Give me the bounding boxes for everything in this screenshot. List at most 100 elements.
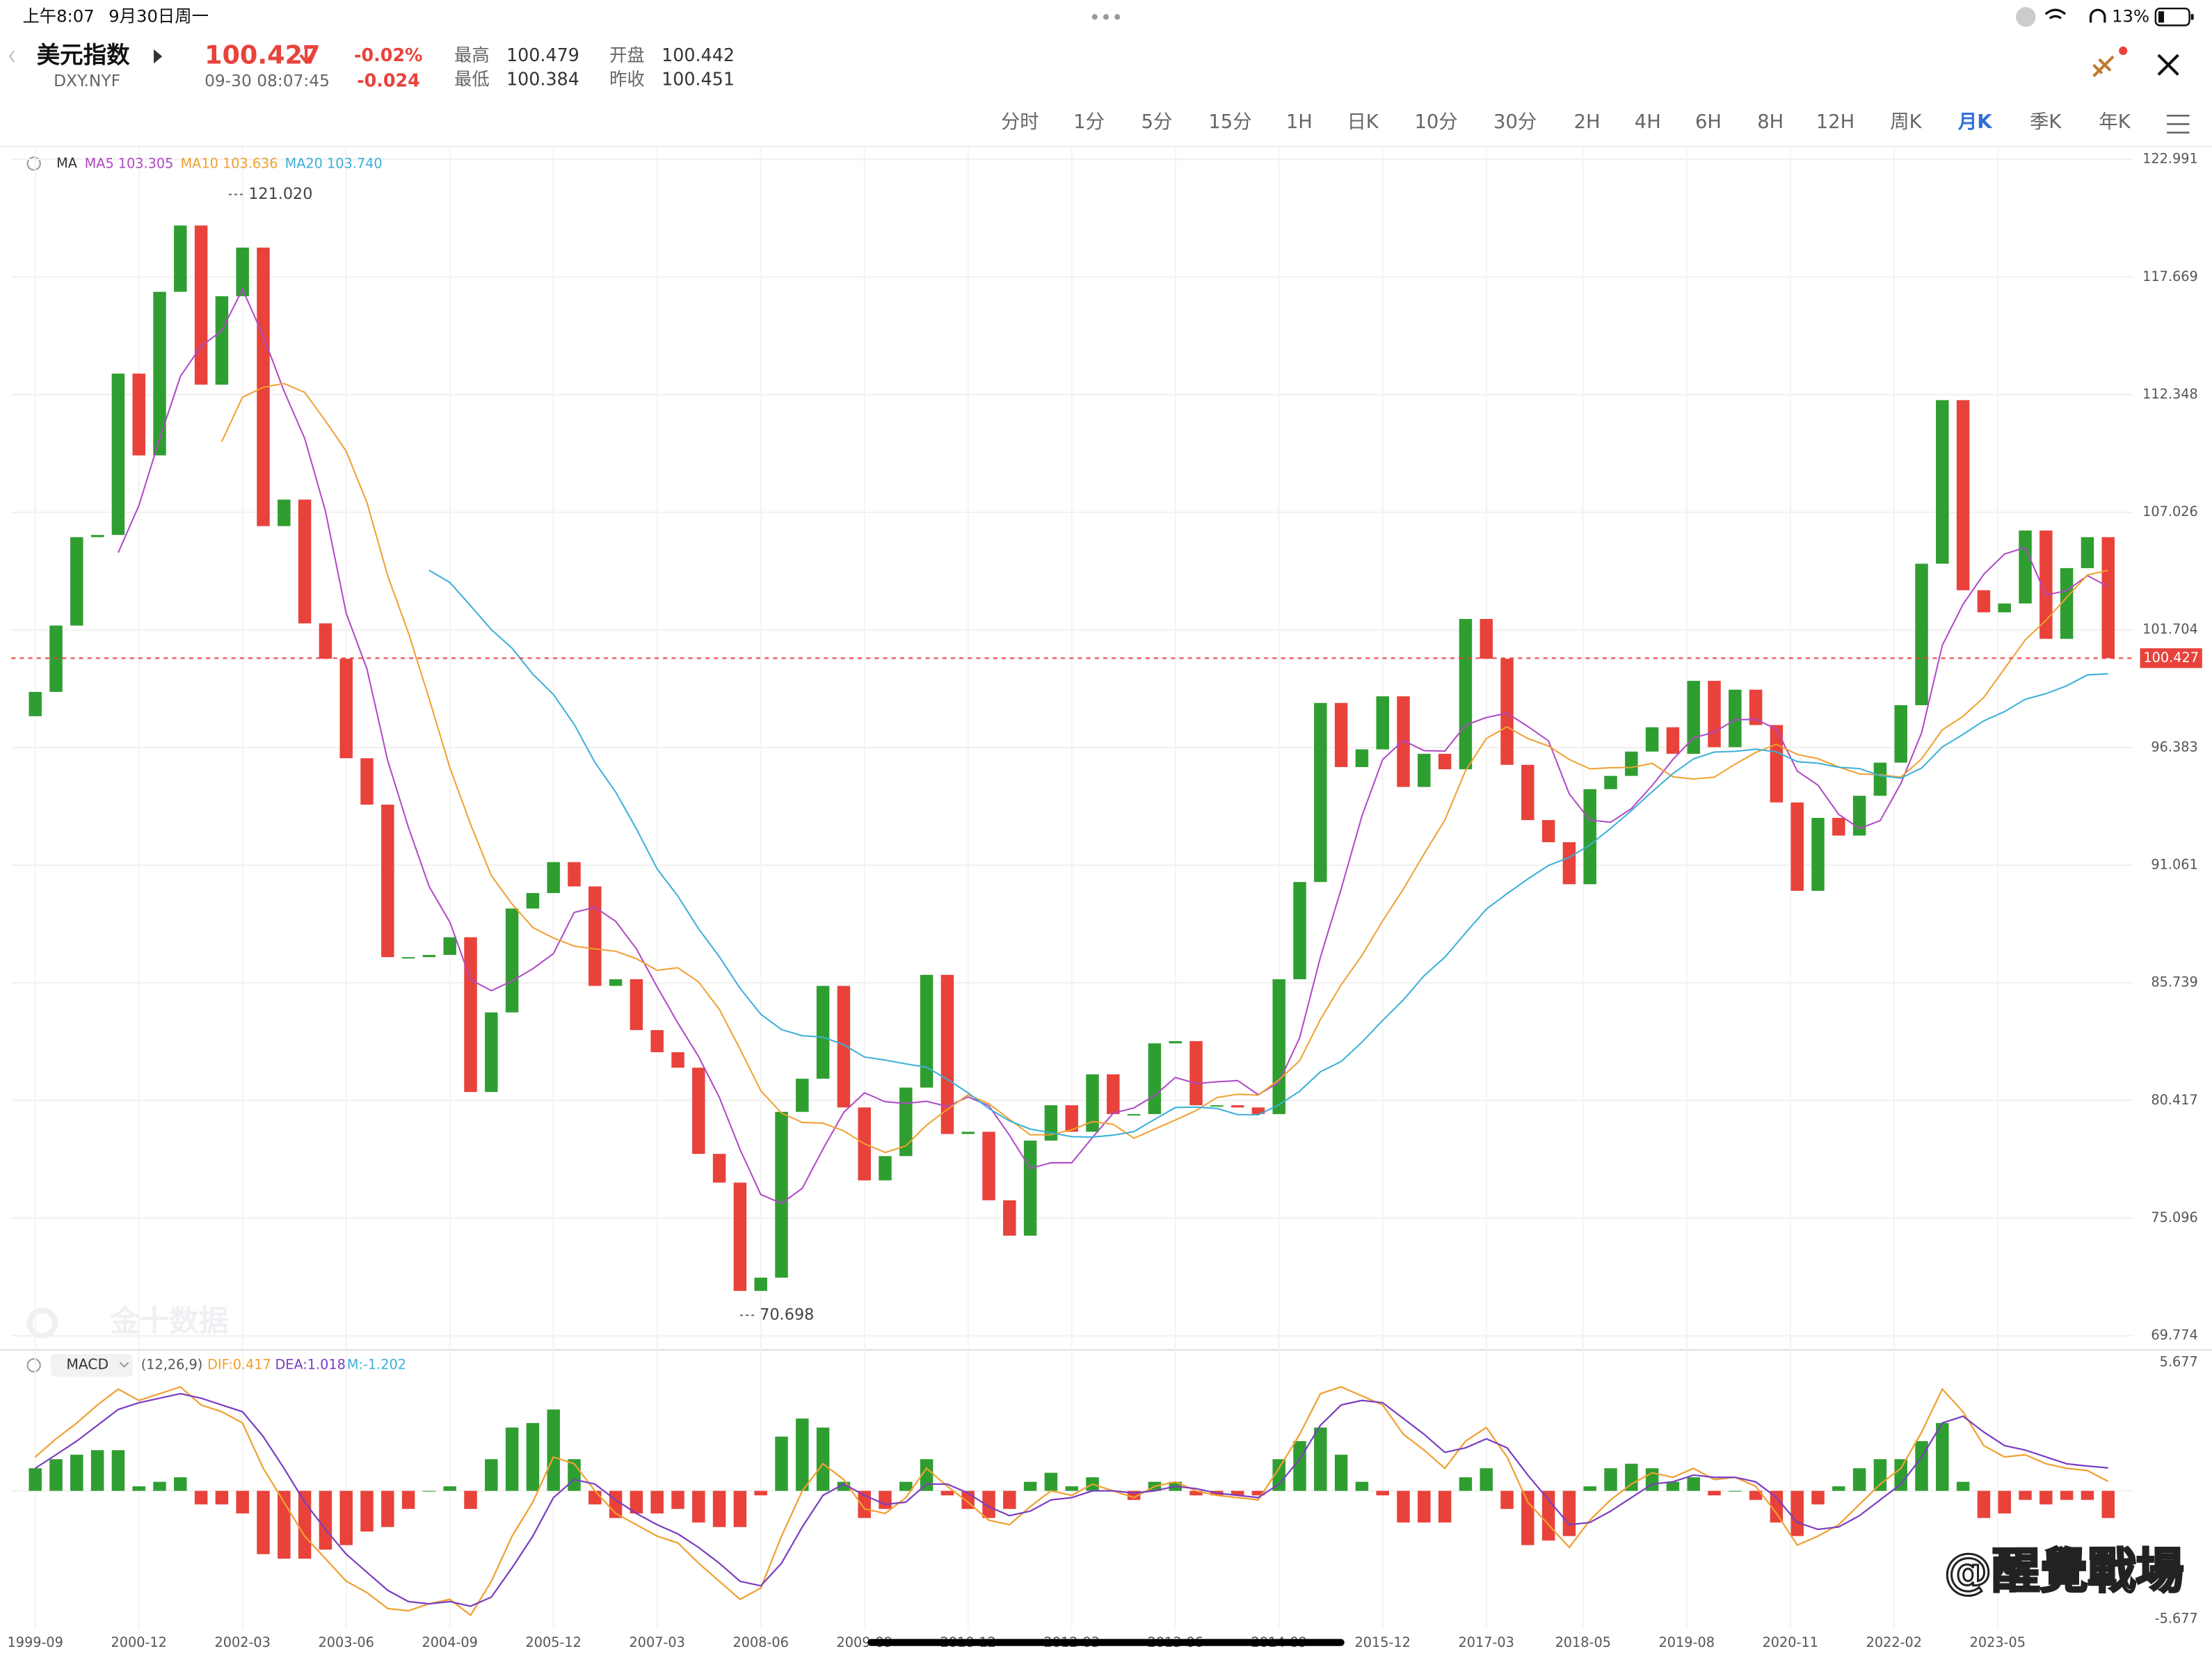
timeframe-tab[interactable]: 周K [1890, 111, 1922, 133]
timeframe-tab[interactable]: 季K [2030, 111, 2062, 133]
user-watermark: @醒覺戰場 [1944, 1543, 2184, 1599]
y-tick-label: 101.704 [2142, 621, 2198, 637]
timeframe-tab[interactable]: 年K [2099, 111, 2131, 133]
stat-label: 最高 [454, 45, 490, 65]
macd-y-tick-label: -5.677 [2155, 1611, 2198, 1627]
candle [588, 886, 602, 986]
menu-icon[interactable] [2167, 114, 2190, 134]
y-tick-label: 122.991 [2142, 151, 2198, 167]
macd-bar [360, 1490, 374, 1532]
ma-settings-icon[interactable] [26, 156, 41, 171]
macd-bar [1376, 1490, 1389, 1496]
home-indicator[interactable] [867, 1639, 1345, 1646]
timeframe-tab[interactable]: 日K [1347, 111, 1379, 133]
macd-bar [733, 1490, 747, 1527]
macd-bar [1044, 1472, 1058, 1491]
candle [547, 862, 560, 894]
candle [1998, 603, 2011, 613]
x-tick-label: 1999-09 [7, 1634, 63, 1650]
macd-bar [1956, 1481, 1970, 1491]
stats: 最高 100.479 最低 100.384 开盘 100.442 昨收 100.451 [454, 45, 735, 89]
macd-bar [1023, 1481, 1037, 1491]
macd-bar [257, 1490, 270, 1554]
ma-line [221, 383, 2108, 1154]
macd-bar [1749, 1490, 1763, 1500]
candle [1956, 400, 1970, 590]
macd-legend-item: DEA:1.018 [275, 1357, 345, 1373]
macd-bar [319, 1490, 332, 1550]
symbol: DXY.NYF [54, 72, 120, 90]
ma-legend-item: MA5 103.305 [85, 155, 174, 171]
timeframe-tab[interactable]: 4H [1635, 111, 1661, 133]
instrument-name[interactable]: 美元指数 [37, 42, 130, 69]
macd-bar [1438, 1490, 1452, 1523]
timeframe-tab[interactable]: 1分 [1073, 111, 1105, 133]
macd-settings-icon[interactable] [26, 1358, 41, 1373]
timeframe-tab[interactable]: 30分 [1493, 111, 1537, 133]
candle [816, 985, 830, 1079]
candle [650, 1030, 664, 1052]
expand-icon[interactable] [154, 49, 163, 64]
macd-bar [70, 1454, 83, 1491]
candle [526, 893, 540, 909]
stat-value: 100.442 [662, 45, 735, 65]
timeframe-tab[interactable]: 6H [1695, 111, 1722, 133]
candle [1729, 689, 1742, 748]
ma-legend-value: 103.636 [223, 155, 278, 171]
tool-icon[interactable] [2092, 46, 2128, 77]
candle [1977, 590, 1991, 613]
macd-bar [1500, 1490, 1514, 1509]
candle [1376, 696, 1389, 750]
candle [443, 937, 456, 956]
timeframe-tab[interactable]: 8H [1757, 111, 1784, 133]
x-tick-label: 2005-12 [525, 1634, 581, 1650]
candle [2060, 568, 2074, 639]
timeframe-tab[interactable]: 5分 [1141, 111, 1173, 133]
macd-bar [1355, 1481, 1369, 1491]
macd-caret[interactable] [119, 1362, 129, 1368]
timeframe-tab[interactable]: 15分 [1208, 111, 1251, 133]
macd-bar [1334, 1454, 1348, 1491]
y-tick-label: 112.348 [2142, 386, 2198, 402]
timeframe-tab[interactable]: 分时 [1001, 111, 1039, 133]
stat-value: 100.479 [506, 45, 579, 65]
macd-bar [1729, 1490, 1742, 1492]
candle [961, 1132, 975, 1134]
y-tick-label: 85.739 [2151, 974, 2197, 990]
timeframe-tab[interactable]: 10分 [1414, 111, 1457, 133]
x-tick-label: 2004-09 [422, 1634, 477, 1650]
change-pct: -0.02% [354, 45, 422, 65]
candle [1210, 1105, 1224, 1107]
macd-bar [1625, 1463, 1638, 1491]
candle [1251, 1107, 1265, 1114]
macd-legend-item: M:-1.202 [347, 1357, 406, 1373]
candle [671, 1052, 684, 1068]
macd-bar [712, 1490, 726, 1527]
macd-bar [1459, 1477, 1473, 1491]
timeframe-tab[interactable]: 1H [1286, 111, 1313, 133]
y-tick-label: 80.417 [2151, 1092, 2197, 1108]
y-tick-label: 96.383 [2151, 739, 2197, 755]
candle [733, 1182, 747, 1291]
macd-selector[interactable] [51, 1353, 133, 1377]
ma-legend-value: 103.740 [327, 155, 383, 171]
back-icon[interactable] [8, 50, 15, 63]
macd-bar [422, 1490, 436, 1492]
macd-bar [1604, 1468, 1617, 1491]
candle [1189, 1041, 1203, 1106]
macd-bar [2060, 1490, 2074, 1500]
timeframe-tab[interactable]: 2H [1574, 111, 1601, 133]
x-tick-label: 2002-03 [214, 1634, 270, 1650]
close-button[interactable] [2157, 54, 2179, 76]
candle [1314, 702, 1327, 883]
macd-bar [401, 1490, 415, 1509]
macd-bar [1666, 1481, 1680, 1491]
timeframe-tab[interactable]: 12H [1816, 111, 1854, 133]
y-tick-label: 75.096 [2151, 1209, 2197, 1225]
macd-bar [671, 1490, 684, 1509]
macd-bar [1936, 1423, 1949, 1491]
macd-bar [339, 1490, 353, 1545]
timeframe-tab[interactable]: 月K [1957, 111, 1993, 133]
candle [1749, 689, 1763, 725]
multitask-dots[interactable] [1091, 14, 1121, 20]
